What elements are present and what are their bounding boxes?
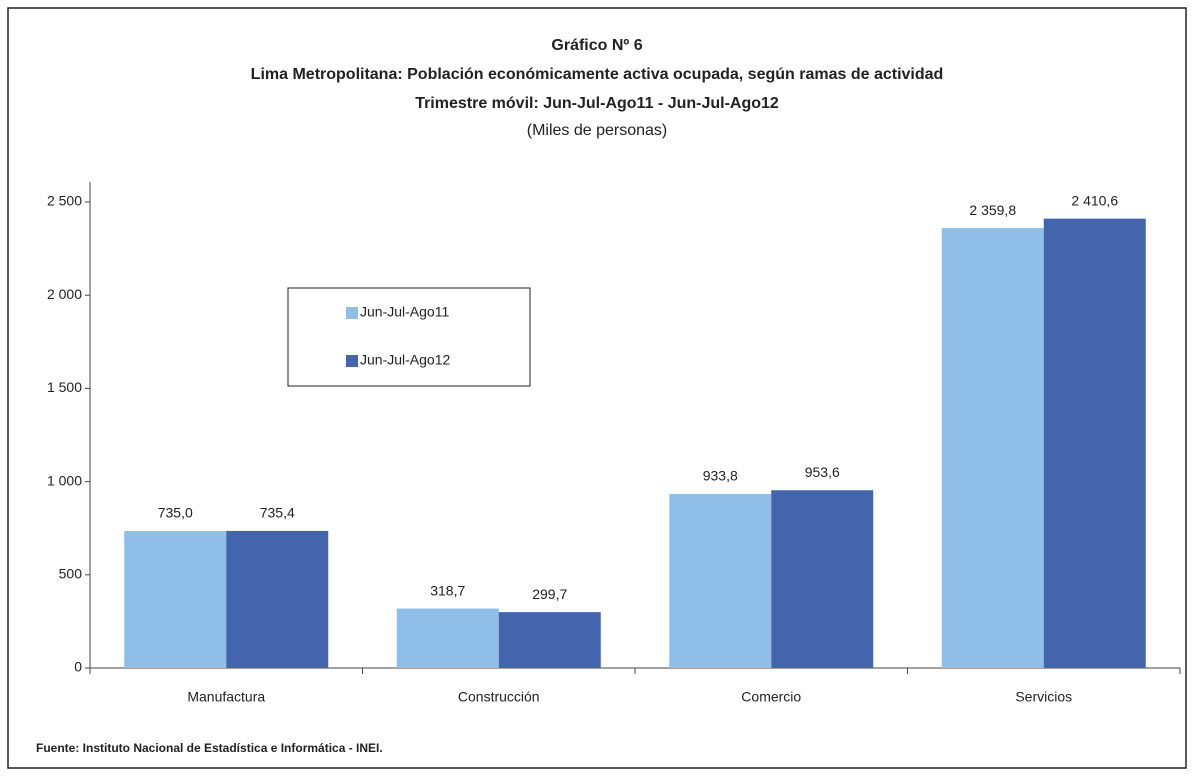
bar [396, 608, 499, 668]
data-label: 735,4 [260, 505, 295, 521]
chart-subtitle: Lima Metropolitana: Población económicam… [251, 66, 944, 83]
y-tick-label: 2 500 [47, 193, 82, 209]
legend-swatch [346, 307, 358, 319]
y-tick-label: 2 000 [47, 286, 82, 302]
y-tick-label: 1 000 [47, 472, 82, 488]
x-tick-label: Construcción [458, 689, 540, 705]
unit-label: (Miles de personas) [527, 122, 668, 139]
legend-label: Jun-Jul-Ago12 [360, 352, 450, 368]
bar [226, 530, 329, 668]
bar [124, 530, 227, 668]
legend-box [287, 287, 531, 387]
source-note: Fuente: Instituto Nacional de Estadístic… [36, 741, 383, 755]
data-label: 2 410,6 [1071, 192, 1118, 208]
data-label: 953,6 [805, 464, 840, 480]
chart-subtitle: Trimestre móvil: Jun-Jul-Ago11 - Jun-Jul… [415, 95, 779, 112]
y-tick-label: 1 500 [47, 379, 82, 395]
bar [941, 228, 1044, 668]
data-label: 318,7 [430, 582, 465, 598]
chart-title: Gráfico Nº 6 [551, 37, 642, 54]
bar [498, 612, 601, 668]
x-tick-label: Manufactura [187, 689, 265, 705]
data-label: 933,8 [703, 468, 738, 484]
y-tick-label: 0 [74, 659, 82, 675]
data-label: 299,7 [532, 586, 567, 602]
bar [1043, 218, 1146, 668]
legend-label: Jun-Jul-Ago11 [360, 304, 449, 320]
bar [771, 490, 874, 668]
data-label: 735,0 [158, 505, 193, 521]
bar [669, 493, 772, 668]
y-tick-label: 500 [59, 566, 83, 582]
legend-swatch [346, 355, 358, 367]
x-tick-label: Comercio [741, 689, 801, 705]
x-tick-label: Servicios [1015, 689, 1072, 705]
data-label: 2 359,8 [969, 202, 1016, 218]
